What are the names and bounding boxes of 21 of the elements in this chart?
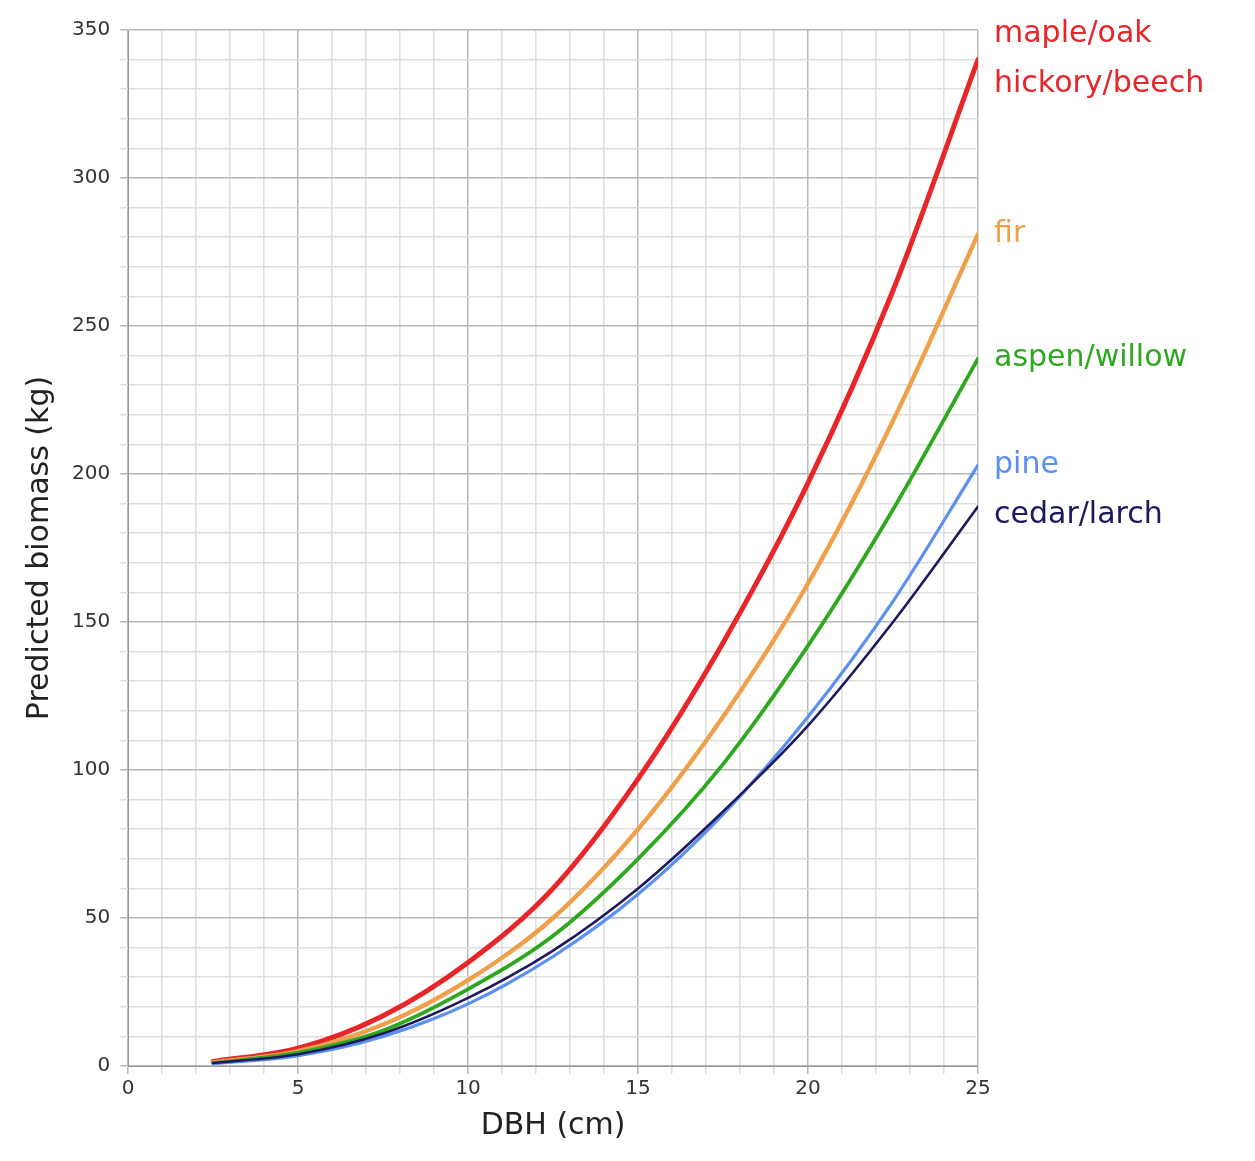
- y-tick-label: 350: [71, 16, 111, 41]
- x-tick-label: 25: [965, 1075, 991, 1100]
- y-tick-label: 250: [71, 312, 111, 337]
- series-label: fir: [994, 214, 1026, 250]
- series-label: cedar/larch: [994, 494, 1163, 530]
- y-tick-label: 200: [71, 460, 111, 485]
- x-axis-title: DBH (cm): [480, 1105, 626, 1141]
- series-label: pine: [994, 444, 1059, 480]
- y-tick-label: 0: [97, 1052, 111, 1077]
- y-tick-label: 150: [71, 608, 111, 633]
- x-tick-label: 20: [795, 1075, 821, 1100]
- y-axis-title: Predicted biomass (kg): [19, 375, 55, 721]
- y-tick-label: 100: [71, 756, 111, 781]
- x-tick-label: 10: [455, 1075, 481, 1100]
- y-tick-label: 300: [71, 164, 111, 189]
- x-tick-label: 0: [121, 1075, 135, 1100]
- x-tick-label: 5: [291, 1075, 305, 1100]
- y-tick-label: 50: [84, 904, 111, 929]
- series-label: maple/oak hickory/beech: [994, 14, 1205, 100]
- x-tick-label: 15: [625, 1075, 651, 1100]
- series-label: aspen/willow: [994, 338, 1188, 374]
